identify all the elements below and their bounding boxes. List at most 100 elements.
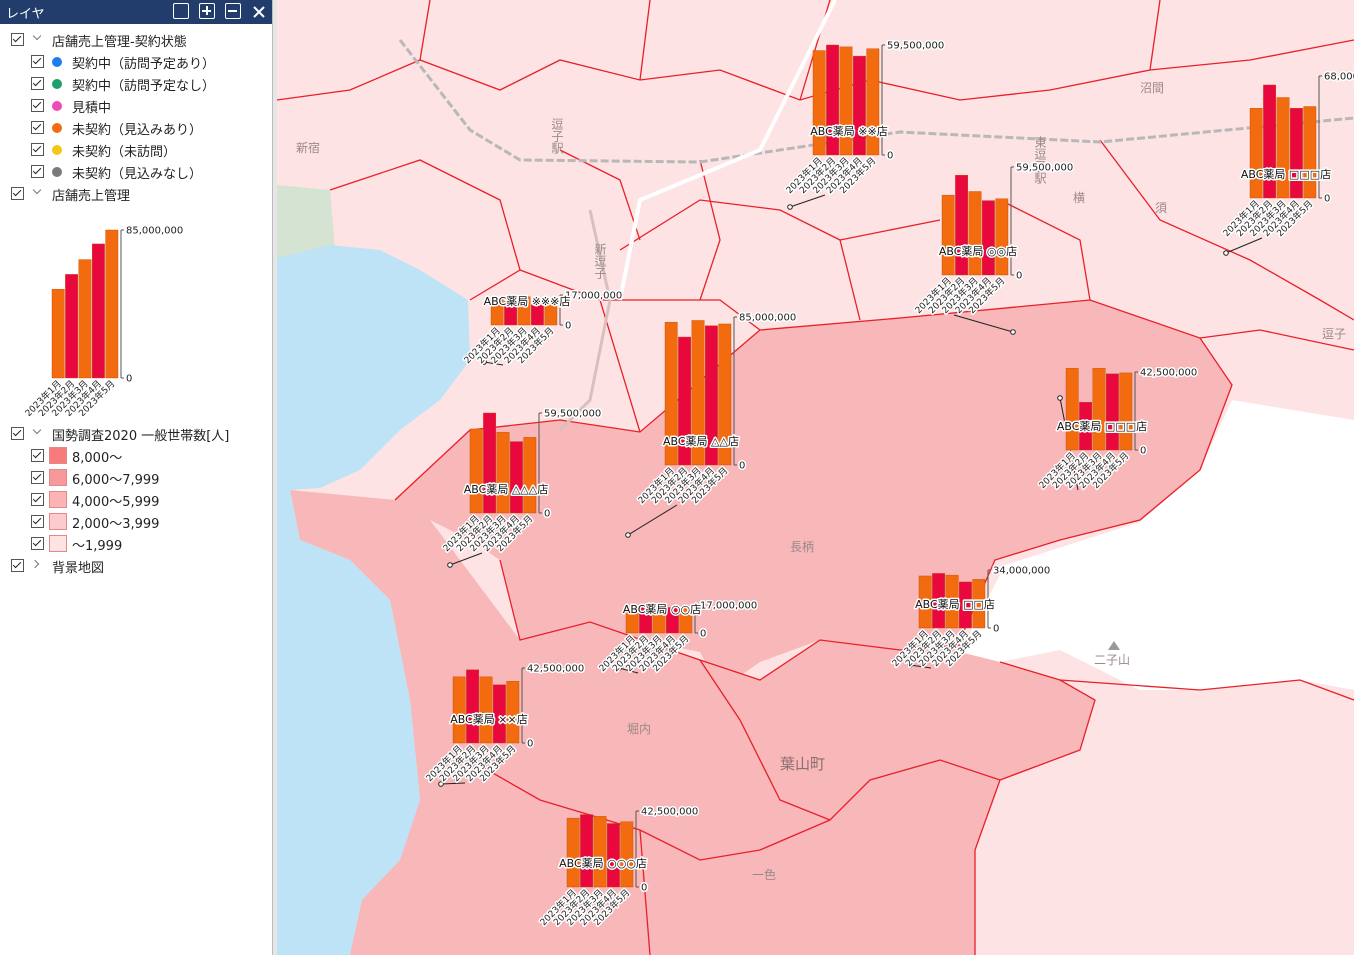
splitter[interactable] xyxy=(273,0,277,955)
store-chart[interactable]: 2023年1月2023年2月2023年3月2023年4月2023年5月068,0… xyxy=(1219,70,1354,256)
checkbox[interactable] xyxy=(11,427,24,440)
leader-line xyxy=(483,361,504,366)
checkbox[interactable] xyxy=(11,559,24,572)
legend-dot xyxy=(52,167,62,177)
bar xyxy=(955,174,969,276)
legend-chart: 2023年1月2023年2月2023年3月2023年4月2023年5月085,0… xyxy=(21,224,185,416)
tick-label: 0 xyxy=(700,629,706,640)
checkbox[interactable] xyxy=(31,143,44,156)
bar xyxy=(496,432,510,514)
bar xyxy=(1276,97,1290,199)
collapse-button[interactable] xyxy=(225,3,241,19)
store-point[interactable] xyxy=(625,532,631,538)
store-point[interactable] xyxy=(438,781,444,787)
checkbox[interactable] xyxy=(11,33,24,46)
legend-item: 4,000〜5,999 xyxy=(0,490,272,510)
checkbox[interactable] xyxy=(11,187,24,200)
tick-label: 59,500,000 xyxy=(1016,163,1073,174)
bar xyxy=(705,325,718,466)
place-name: 一色 xyxy=(752,868,776,882)
checkbox[interactable] xyxy=(31,77,44,90)
place-name: 横 xyxy=(1073,191,1085,205)
bar xyxy=(466,669,479,744)
expand-toggle[interactable] xyxy=(32,31,42,41)
legend-label: 〜1,999 xyxy=(72,539,123,554)
layer-name: 国勢調査2020 一般世帯数[人] xyxy=(52,429,230,444)
bar xyxy=(452,676,466,744)
store-point[interactable] xyxy=(1010,329,1016,335)
checkbox[interactable] xyxy=(31,471,44,484)
expand-toggle[interactable] xyxy=(30,559,40,569)
store-point[interactable] xyxy=(1223,250,1229,256)
store-point[interactable] xyxy=(481,359,487,365)
tick-label: 0 xyxy=(993,624,999,635)
store-point[interactable] xyxy=(787,204,793,210)
legend-label: 8,000〜 xyxy=(72,451,123,466)
place-name: 新逗子 xyxy=(593,243,607,280)
expand-toggle[interactable] xyxy=(32,185,42,195)
close-button[interactable] xyxy=(252,5,266,19)
layer-panel: レイヤ 店舗売上管理-契約状態 契約中（訪問予定あり） 契約中（訪問予定なし） 見積中… xyxy=(0,0,273,955)
tick-label: 17,000,000 xyxy=(565,291,622,302)
bar xyxy=(504,300,517,326)
expand-button[interactable] xyxy=(199,3,215,19)
store-point[interactable] xyxy=(447,562,453,568)
tick-label: 59,500,000 xyxy=(887,41,944,52)
place-name: 逗子駅 xyxy=(550,117,564,155)
bar xyxy=(625,607,639,634)
legend-swatch xyxy=(49,513,67,530)
layer-name: 店舗売上管理-契約状態 xyxy=(52,35,187,50)
bar xyxy=(1092,368,1106,451)
bar xyxy=(1303,106,1317,199)
store-chart[interactable]: 2023年1月2023年2月2023年3月2023年4月2023年5月042,5… xyxy=(422,662,586,787)
checkbox[interactable] xyxy=(31,449,44,462)
legend-dot xyxy=(52,145,62,155)
checkbox[interactable] xyxy=(31,515,44,528)
store-name: ABC薬局 ○○○店 xyxy=(559,857,647,870)
leader-line xyxy=(618,667,639,674)
legend-dot xyxy=(52,123,62,133)
tick-label: 0 xyxy=(544,509,550,520)
bar xyxy=(678,336,692,466)
checkbox[interactable] xyxy=(31,55,44,68)
legend-label: 6,000〜7,999 xyxy=(72,473,160,488)
legend-label: 未契約（見込みあり） xyxy=(72,123,203,138)
store-name: ABC薬局 △△店 xyxy=(663,435,739,448)
tick-label: 42,500,000 xyxy=(1140,368,1197,379)
folder-button[interactable] xyxy=(173,3,189,19)
checkbox[interactable] xyxy=(31,537,44,550)
bar xyxy=(839,46,853,156)
bar xyxy=(853,55,866,156)
tick-label: 17,000,000 xyxy=(700,601,757,612)
legend-item: 未契約（見込みなし） xyxy=(0,162,272,182)
tick-label: 0 xyxy=(739,461,745,472)
checkbox[interactable] xyxy=(31,121,44,134)
checkbox[interactable] xyxy=(31,493,44,506)
bar xyxy=(691,320,705,466)
leader-line xyxy=(909,664,932,669)
checkbox[interactable] xyxy=(31,99,44,112)
bar xyxy=(479,676,493,744)
layer-group: 国勢調査2020 一般世帯数[人] xyxy=(0,424,272,444)
store-point[interactable] xyxy=(1057,395,1063,401)
bar xyxy=(995,198,1009,276)
store-chart[interactable]: 2023年1月2023年2月2023年3月2023年4月2023年5月059,5… xyxy=(439,407,603,568)
bar xyxy=(652,607,666,634)
legend-label: 契約中（訪問予定あり） xyxy=(72,57,216,72)
bar xyxy=(620,821,634,888)
tick-label: 59,500,000 xyxy=(544,409,601,420)
store-point[interactable] xyxy=(616,665,622,671)
checkbox[interactable] xyxy=(31,165,44,178)
layer-name: 店舗売上管理 xyxy=(52,189,131,204)
bar xyxy=(517,296,531,326)
bar xyxy=(593,816,607,888)
place-name: 新宿 xyxy=(296,141,320,155)
bar xyxy=(664,322,678,466)
leader-line xyxy=(789,194,826,208)
bar xyxy=(544,304,558,326)
legend-dot xyxy=(52,101,62,111)
expand-toggle[interactable] xyxy=(32,425,42,435)
store-point[interactable] xyxy=(907,662,913,668)
tick-label: 0 xyxy=(1324,194,1330,205)
